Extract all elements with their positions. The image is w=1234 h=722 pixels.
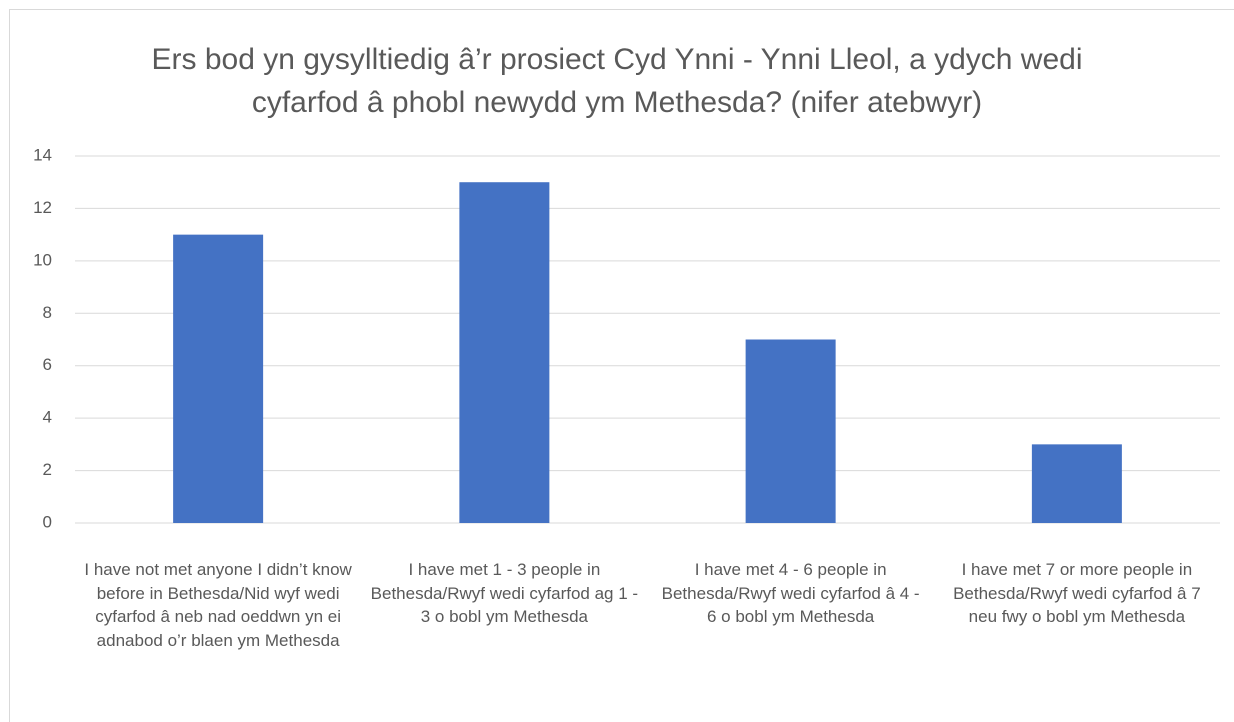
y-tick-label: 2 — [43, 460, 52, 479]
x-tick-label: I have not met anyone I didn’t know befo… — [84, 560, 352, 650]
x-tick-label: I have met 4 - 6 people in Bethesda/Rwyf… — [661, 560, 920, 626]
x-tick-label: I have met 7 or more people in Bethesda/… — [953, 560, 1201, 626]
chart-title: Ers bod yn gysylltiedig â’r prosiect Cyd… — [151, 43, 1083, 119]
x-tick-label: I have met 1 - 3 people in Bethesda/Rwyf… — [370, 560, 639, 626]
y-tick-label: 8 — [43, 303, 52, 322]
bar — [459, 182, 550, 523]
y-tick-label: 4 — [43, 408, 52, 427]
y-tick-label: 14 — [33, 145, 52, 164]
y-tick-label: 12 — [33, 198, 52, 217]
bar — [745, 339, 836, 523]
bar — [173, 234, 264, 523]
chart-border — [9, 9, 1234, 722]
y-tick-label: 10 — [33, 250, 52, 269]
y-tick-label: 6 — [43, 355, 52, 374]
bar — [1031, 444, 1122, 523]
y-tick-label: 0 — [43, 512, 52, 531]
